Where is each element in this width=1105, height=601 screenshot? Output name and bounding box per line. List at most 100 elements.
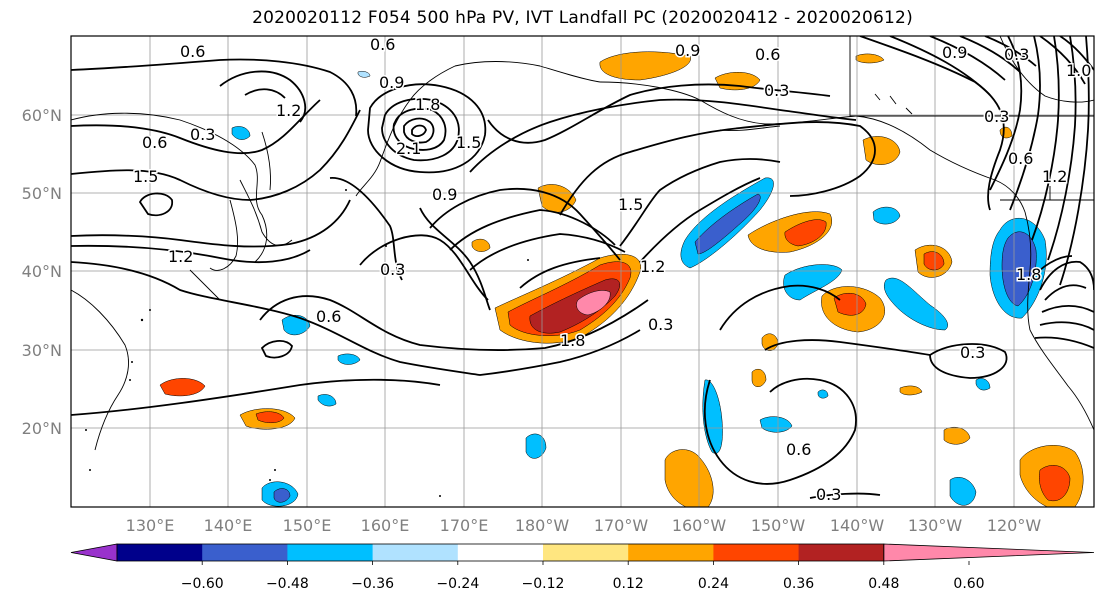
- contour-label: 0.3: [984, 107, 1009, 126]
- positive-region: [599, 51, 691, 81]
- contour-label: 0.9: [379, 73, 404, 92]
- colorbar-extend-low: [70, 543, 118, 562]
- positive-region: [833, 292, 867, 316]
- longitude-label: 160°W: [672, 516, 727, 535]
- colorbar-segment: [543, 544, 629, 561]
- colorbar-tick-label: 0.36: [783, 576, 814, 592]
- pv-contours: [71, 36, 1094, 499]
- negative-region: [884, 277, 948, 331]
- positive-region: [664, 449, 714, 507]
- positive-region: [862, 136, 901, 165]
- colorbar-segment: [798, 544, 885, 561]
- positive-region: [761, 333, 779, 351]
- contour-label: 1.8: [1016, 265, 1041, 284]
- latitude-label: 60°N: [22, 106, 62, 125]
- latitude-label: 30°N: [22, 341, 62, 360]
- islands: [85, 189, 529, 497]
- longitude-label: 180°W: [515, 516, 570, 535]
- coastlines: [71, 36, 1094, 451]
- negative-region: [357, 70, 371, 78]
- colorbar-segment: [117, 544, 203, 561]
- colorbar-tick-label: −0.48: [266, 576, 309, 592]
- contour-label: 0.3: [648, 315, 673, 334]
- latitude-label: 20°N: [22, 419, 62, 438]
- contour-label: 2.1: [396, 139, 421, 158]
- positive-region: [576, 290, 611, 316]
- longitude-label: 130°E: [126, 516, 175, 535]
- positive-region: [943, 427, 971, 445]
- colorbar-tick-label: −0.60: [181, 576, 224, 592]
- colorbar-segment: [628, 544, 714, 561]
- colorbar-segment: [202, 544, 288, 561]
- longitude-label: 160°E: [361, 516, 410, 535]
- colorbar-frame: [116, 543, 885, 562]
- longitude-label: 140°E: [204, 516, 253, 535]
- map-content: 0.6 0.6 0.9 0.9 0.6 1.2 0.3 1.8 2.1 1.5 …: [71, 35, 1094, 507]
- negative-region: [273, 488, 291, 503]
- contour-label: 0.6: [755, 45, 780, 64]
- contour-label: 1.2: [640, 257, 665, 276]
- colorbar-tick-label: 0.60: [953, 576, 984, 592]
- colorbar-segment: [713, 544, 800, 561]
- negative-region: [694, 193, 761, 255]
- negative-region: [525, 433, 547, 459]
- graticule: [71, 36, 1094, 507]
- contour-label: 0.3: [1004, 45, 1029, 64]
- contour-label: 0.3: [960, 343, 985, 362]
- contour-label: 0.9: [432, 185, 457, 204]
- colorbar-segment: [372, 544, 459, 561]
- contour-label: 0.6: [1008, 149, 1033, 168]
- contour-label: 1.2: [168, 247, 193, 266]
- positive-region: [751, 369, 767, 387]
- longitude-label: 150°E: [283, 516, 332, 535]
- contour-label: 0.3: [816, 485, 841, 504]
- contour-label: 1.8: [560, 331, 585, 350]
- colorbar-tick-label: 0.12: [613, 576, 644, 592]
- longitude-label: 130°W: [908, 516, 963, 535]
- contour-label: 0.3: [380, 260, 405, 279]
- latitude-label: 40°N: [22, 262, 62, 281]
- positive-region: [855, 53, 885, 64]
- negative-region: [872, 206, 901, 225]
- contour-label: 1.5: [618, 195, 643, 214]
- colorbar: −0.60 −0.48 −0.36 −0.24 −0.12 0.12 0.24 0.36 0.4…: [70, 543, 1095, 592]
- map-frame: [70, 35, 1095, 508]
- contour-label: 0.6: [180, 42, 205, 61]
- contour-label: 1.2: [276, 101, 301, 120]
- contour-label: 1.5: [456, 133, 481, 152]
- contour-label: 0.9: [942, 43, 967, 62]
- shading-layer: [159, 51, 1084, 507]
- longitude-label: 170°E: [440, 516, 489, 535]
- colorbar-tick-label: −0.12: [522, 576, 565, 592]
- contour-label: 0.3: [764, 81, 789, 100]
- positive-region: [471, 238, 491, 252]
- map-title: 2020020112 F054 500 hPa PV, IVT Landfall…: [252, 8, 913, 28]
- colorbar-tick-label: 0.24: [698, 576, 729, 592]
- latitude-labels: 60°N 50°N 40°N 30°N 20°N: [22, 106, 62, 438]
- negative-region: [949, 477, 977, 506]
- colorbar-tick-label: −0.24: [436, 576, 479, 592]
- contour-label: 1.8: [415, 95, 440, 114]
- contour-label: 1.5: [133, 167, 158, 186]
- contour-label: 0.6: [316, 307, 341, 326]
- contour-label: 1.0: [1066, 61, 1091, 80]
- colorbar-segment: [457, 544, 544, 561]
- longitude-label: 150°W: [751, 516, 806, 535]
- contour-label: 0.6: [370, 35, 395, 54]
- longitude-labels: 130°E 140°E 150°E 160°E 170°E 180°W 170°W 160°W…: [126, 516, 1042, 535]
- negative-region: [817, 389, 829, 399]
- negative-region: [337, 353, 361, 365]
- contour-label: 0.9: [675, 41, 700, 60]
- contour-labels: 0.6 0.6 0.9 0.9 0.6 1.2 0.3 1.8 2.1 1.5 …: [132, 35, 1093, 506]
- colorbar-tick-label: 0.48: [868, 576, 899, 592]
- longitude-label: 120°W: [987, 516, 1042, 535]
- contour-label: 0.3: [190, 125, 215, 144]
- negative-region: [975, 378, 991, 391]
- contour-label: 1.2: [1042, 167, 1067, 186]
- colorbar-segment: [287, 544, 374, 561]
- contour-label: 0.6: [142, 133, 167, 152]
- longitude-label: 140°W: [830, 516, 885, 535]
- latitude-label: 50°N: [22, 184, 62, 203]
- positive-region: [923, 251, 945, 271]
